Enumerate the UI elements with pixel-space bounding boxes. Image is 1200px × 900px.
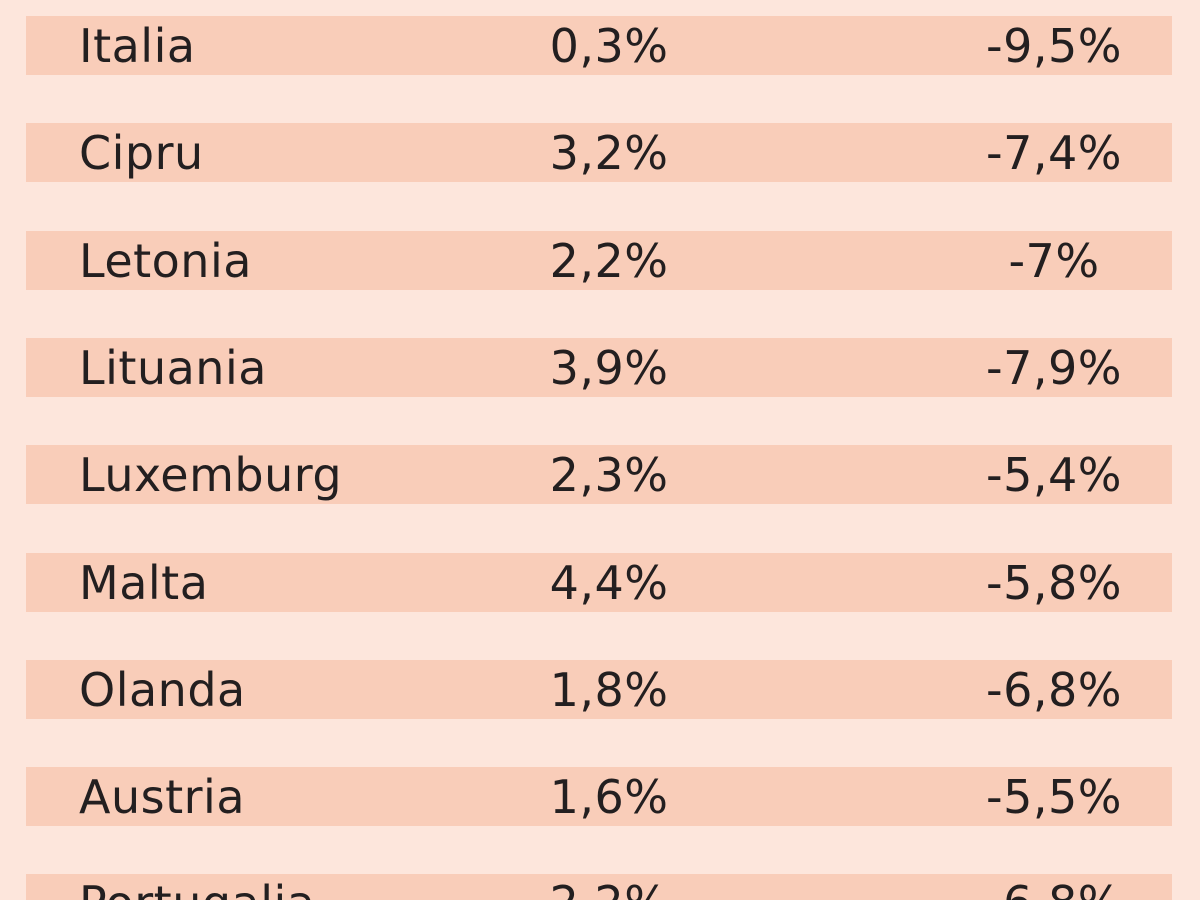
table-row: Lituania 3,9% -7,9% [26, 338, 1172, 397]
table-row: Malta 4,4% -5,8% [26, 553, 1172, 612]
value-cell-1: 2,3% [549, 447, 669, 502]
table-row: Luxemburg 2,3% -5,4% [26, 445, 1172, 504]
country-cell: Austria [79, 769, 246, 824]
value-cell-2: -5,4% [986, 447, 1122, 502]
table-row: Austria 1,6% -5,5% [26, 767, 1172, 826]
value-cell-2: -7% [1008, 233, 1100, 288]
value-cell-1: 2,2% [549, 233, 669, 288]
country-cell: Malta [79, 555, 209, 610]
country-cell: Portugalia [79, 880, 315, 900]
value-cell-1: 1,8% [549, 662, 669, 717]
table-row: Cipru 3,2% -7,4% [26, 123, 1172, 182]
value-cell-2: -6,8% [986, 880, 1122, 900]
country-cell: Lituania [79, 340, 267, 395]
value-cell-2: -6,8% [986, 662, 1122, 717]
country-cell: Cipru [79, 125, 204, 180]
value-cell-1: 4,4% [549, 555, 669, 610]
country-cell: Luxemburg [79, 447, 343, 502]
value-cell-1: 3,2% [549, 125, 669, 180]
value-cell-2: -7,4% [986, 125, 1122, 180]
table-row: Italia 0,3% -9,5% [26, 16, 1172, 75]
country-cell: Italia [79, 18, 196, 73]
country-cell: Letonia [79, 233, 252, 288]
country-cell: Olanda [79, 662, 246, 717]
value-cell-1: 0,3% [549, 18, 669, 73]
table-row: Portugalia 2,2% -6,8% [26, 874, 1172, 900]
value-cell-2: -9,5% [986, 18, 1122, 73]
value-cell-2: -7,9% [986, 340, 1122, 395]
value-cell-1: 2,2% [550, 880, 669, 900]
value-cell-2: -5,8% [986, 555, 1122, 610]
value-cell-1: 3,9% [549, 340, 669, 395]
value-cell-1: 1,6% [549, 769, 669, 824]
value-cell-2: -5,5% [986, 769, 1122, 824]
table-row: Olanda 1,8% -6,8% [26, 660, 1172, 719]
table-row: Letonia 2,2% -7% [26, 231, 1172, 290]
